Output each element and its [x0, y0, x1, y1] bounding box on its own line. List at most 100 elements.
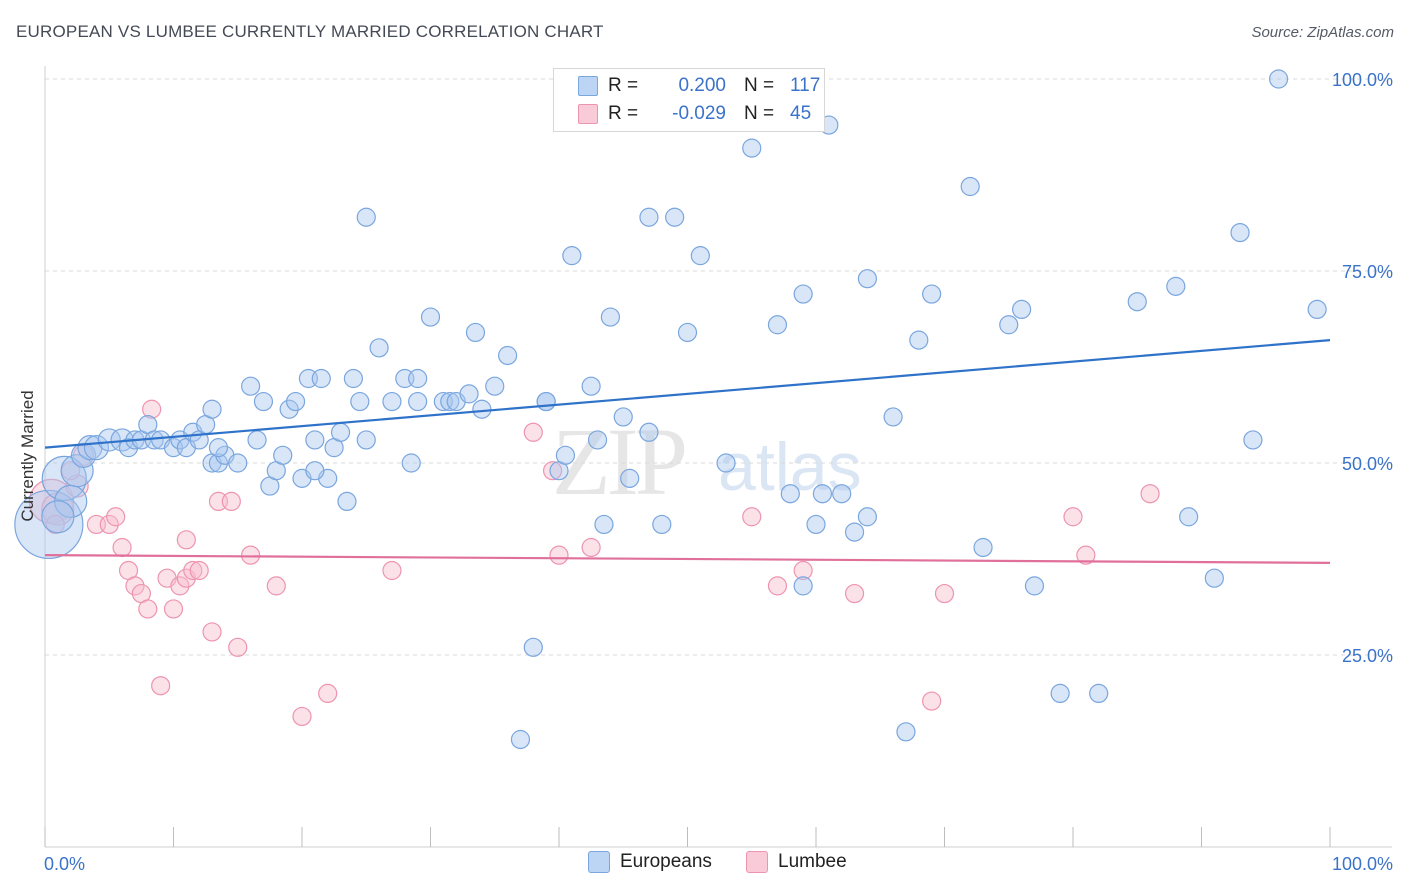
european-point [408, 391, 428, 412]
european-point [1179, 507, 1199, 527]
legend-swatch-lumbee [578, 104, 598, 124]
european-point [465, 322, 486, 343]
bottom-legend-label-europeans: Europeans [620, 851, 712, 872]
european-point [999, 315, 1019, 335]
lumbee-point [266, 576, 286, 596]
source-label: Source: ZipAtlas.com [1251, 24, 1394, 41]
legend-row-lumbee: R = -0.029 N = 45 [578, 101, 811, 127]
european-point [41, 500, 75, 534]
european-point [581, 376, 601, 396]
x-tick-label: 100.0% [1332, 854, 1393, 874]
european-point [639, 207, 659, 227]
european-point [472, 399, 492, 419]
european-point [83, 435, 110, 461]
european-point [780, 484, 800, 504]
y-axis-label: Currently Married [18, 390, 37, 522]
european-point [311, 368, 331, 389]
european-point [459, 384, 479, 404]
lumbee-point [183, 560, 203, 581]
lumbee-point [922, 691, 942, 711]
european-point [356, 207, 376, 227]
european-point [247, 430, 267, 450]
legend: R = 0.200 N = 117 R = -0.029 N = 45 [553, 68, 825, 132]
european-point [767, 315, 788, 335]
legend-r-label: R = [608, 75, 639, 96]
lumbee-points [28, 399, 1160, 727]
legend-swatch-europeans [578, 76, 598, 96]
european-point [1166, 276, 1186, 296]
legend-r-label: R = [608, 103, 639, 124]
bottom-legend-swatch-lumbee [746, 851, 768, 873]
lumbee-point [767, 576, 788, 596]
legend-n-label: N = [744, 75, 775, 96]
x-tick-label: 0.0% [44, 854, 85, 874]
lumbee-point [189, 560, 209, 581]
european-point [857, 507, 878, 527]
european-point [14, 489, 84, 560]
european-point [401, 453, 421, 473]
european-point [1089, 683, 1109, 704]
bottom-legend-swatch-europeans [588, 851, 610, 873]
lumbee-point [742, 507, 762, 527]
lumbee-point [106, 507, 126, 527]
european-point [1268, 69, 1289, 89]
lumbee-point [45, 514, 65, 535]
european-point [343, 368, 363, 389]
european-point [613, 407, 633, 427]
european-point [440, 391, 460, 412]
european-point [1050, 683, 1070, 704]
lumbee-point [142, 399, 162, 419]
lumbee-point [542, 461, 563, 481]
european-point [498, 345, 518, 366]
european-point [1204, 568, 1224, 588]
lumbee-point [228, 637, 248, 657]
chart-title: EUROPEAN VS LUMBEE CURRENTLY MARRIED COR… [16, 22, 604, 41]
european-point [896, 722, 916, 742]
european-point [510, 729, 531, 750]
european-trend-line [44, 339, 1331, 449]
lumbee-point [112, 537, 132, 558]
european-point [690, 246, 710, 266]
european-point [793, 576, 813, 596]
european-point [330, 422, 351, 442]
legend-n-label: N = [744, 103, 775, 124]
european-point [208, 438, 229, 458]
legend-n-value-europeans: 117 [790, 75, 821, 96]
lumbee-point [1076, 545, 1096, 565]
lumbee-point [163, 599, 184, 619]
lumbee-point [241, 545, 261, 565]
lumbee-point [176, 530, 196, 550]
european-point [420, 307, 441, 327]
legend-r-value-lumbee: -0.029 [672, 103, 726, 124]
european-point [305, 430, 325, 450]
european-point [279, 399, 299, 419]
legend-r-value-europeans: 0.200 [678, 75, 726, 96]
european-point [973, 537, 993, 558]
lumbee-point [581, 537, 601, 558]
lumbee-point [549, 545, 569, 565]
y-tick-label: 75.0% [1342, 262, 1393, 282]
european-point [812, 484, 833, 504]
european-point [665, 207, 685, 227]
y-tick-label: 25.0% [1342, 646, 1393, 666]
grid [45, 78, 1392, 656]
european-point [857, 269, 878, 289]
y-tick-label: 50.0% [1342, 454, 1393, 474]
european-point [909, 330, 929, 350]
lumbee-point [934, 583, 955, 604]
european-point [960, 176, 980, 197]
european-point [793, 284, 813, 304]
european-point [639, 422, 659, 442]
watermark-atlas: atlas [718, 429, 862, 505]
european-point [285, 391, 306, 412]
european-point [742, 138, 762, 158]
european-point [1011, 299, 1032, 319]
european-point [305, 461, 325, 481]
european-point [356, 430, 376, 450]
european-point [620, 468, 640, 488]
lumbee-point [292, 706, 312, 727]
bottom-legend-lumbee: Lumbee [746, 851, 847, 873]
european-point [562, 246, 582, 266]
european-point [382, 391, 402, 412]
